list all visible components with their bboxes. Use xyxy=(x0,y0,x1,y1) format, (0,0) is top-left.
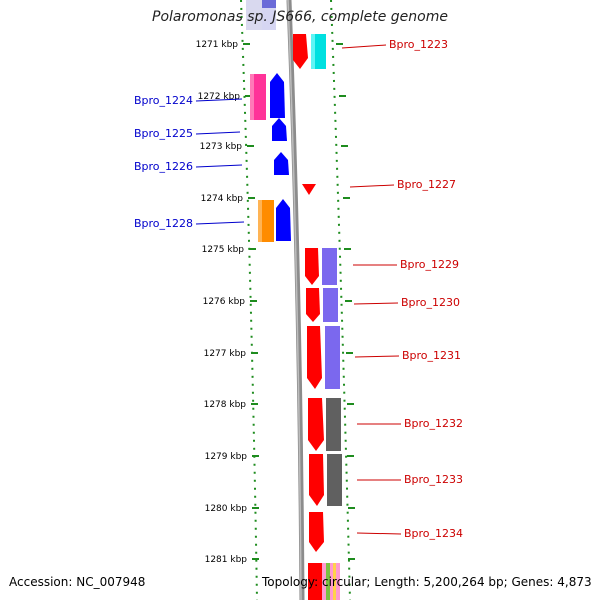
gene-bpro-1232-cog xyxy=(326,398,341,451)
gene-bpro-1225-arrow xyxy=(272,118,287,141)
gene-bpro-1228-arrow xyxy=(276,199,291,241)
gene-bpro-1232-arrow xyxy=(308,398,324,451)
genome-backbone-highlight xyxy=(287,0,302,600)
genome-title: Polaromonas sp. JS666, complete genome xyxy=(152,9,448,25)
leader-line xyxy=(195,164,243,168)
scale-tick-label: 1277 kbp xyxy=(204,349,247,359)
scale-tick-label: 1272 kbp xyxy=(198,92,241,102)
gene-bpro-1229-cog xyxy=(322,248,337,285)
dotted-tracks xyxy=(240,0,351,600)
scale-tick-label: 1276 kbp xyxy=(203,297,246,307)
dotted-track-left xyxy=(240,0,258,600)
scale-tick-label: 1273 kbp xyxy=(200,142,243,152)
gene-feature-clipped-red xyxy=(308,563,322,600)
gene-label: Bpro_1234 xyxy=(404,527,463,540)
gene-bpro-1231-arrow xyxy=(307,326,322,389)
leader-line xyxy=(349,184,395,188)
scale-tick-label: 1279 kbp xyxy=(205,452,248,462)
gene-label: Bpro_1229 xyxy=(400,258,459,271)
leader-line xyxy=(195,98,243,102)
scale-tick-label: 1271 kbp xyxy=(196,40,239,50)
dotted-track-right xyxy=(330,0,351,600)
scale-tick-label: 1281 kbp xyxy=(205,555,248,565)
leader-line xyxy=(341,44,387,49)
leader-line xyxy=(195,131,241,135)
scale-tick-label: 1278 kbp xyxy=(204,400,247,410)
genome-backbone xyxy=(286,0,305,600)
gene-feature-clipped-green xyxy=(326,563,330,600)
gene-bpro-1233-arrow xyxy=(309,454,324,506)
gene-bpro-1228-cog-shade xyxy=(258,200,262,242)
accession-text: Accession: NC_007948 xyxy=(9,575,146,589)
scale-tick-label: 1274 kbp xyxy=(201,194,244,204)
gene-feature-clipped-blue xyxy=(262,0,276,8)
leader-line xyxy=(195,221,245,225)
gene-label: Bpro_1232 xyxy=(404,417,463,430)
gene-bpro-1230-arrow xyxy=(306,288,320,322)
gene-bpro-1230-cog xyxy=(323,288,338,322)
scale-tick-label: 1275 kbp xyxy=(202,245,245,255)
gene-bpro-1227-arrow xyxy=(302,184,316,195)
gene-bpro-1224-cog-shade xyxy=(250,74,254,120)
backbone-layer xyxy=(286,0,305,600)
gene-features xyxy=(250,34,342,600)
topology-stats-text: Topology: circular; Length: 5,200,264 bp… xyxy=(262,575,592,589)
gene-feature-clipped-gray xyxy=(246,0,262,30)
gene-bpro-1229-arrow xyxy=(305,248,319,285)
gene-bpro-1234-arrow xyxy=(309,512,324,552)
gene-bpro-1223-cog-shade xyxy=(311,34,315,69)
gene-bpro-1224-arrow xyxy=(270,73,285,118)
gene-label: Bpro_1224 xyxy=(134,94,193,107)
leader-line xyxy=(353,302,399,305)
gene-label: Bpro_1233 xyxy=(404,473,463,486)
scale-tick-label: 1280 kbp xyxy=(205,504,248,514)
gene-label: Bpro_1223 xyxy=(389,38,448,51)
leader-line xyxy=(356,532,402,535)
gene-bpro-1233-cog xyxy=(327,454,342,506)
top-clipped-features xyxy=(246,0,276,30)
scale-ticks: 1271 kbp 1272 kbp 1273 kbp 1274 kbp 1275 kbp… xyxy=(196,40,355,565)
gene-bpro-1231-cog xyxy=(325,326,340,389)
gene-bpro-1223-arrow xyxy=(293,34,308,69)
leader-line xyxy=(354,355,400,358)
gene-bpro-1226-arrow xyxy=(274,152,289,175)
gene-label: Bpro_1231 xyxy=(402,349,461,362)
gene-label: Bpro_1228 xyxy=(134,217,193,230)
gene-feature-clipped-lavender xyxy=(262,8,276,30)
gene-labels: Bpro_1224 Bpro_1225 Bpro_1226 Bpro_1228 Bpro… xyxy=(134,38,463,540)
gene-label: Bpro_1230 xyxy=(401,296,460,309)
gene-feature-clipped-yellow xyxy=(333,563,336,600)
gene-label: Bpro_1227 xyxy=(397,178,456,191)
gene-label: Bpro_1226 xyxy=(134,160,193,173)
gene-label: Bpro_1225 xyxy=(134,127,193,140)
leader-lines xyxy=(195,44,402,535)
